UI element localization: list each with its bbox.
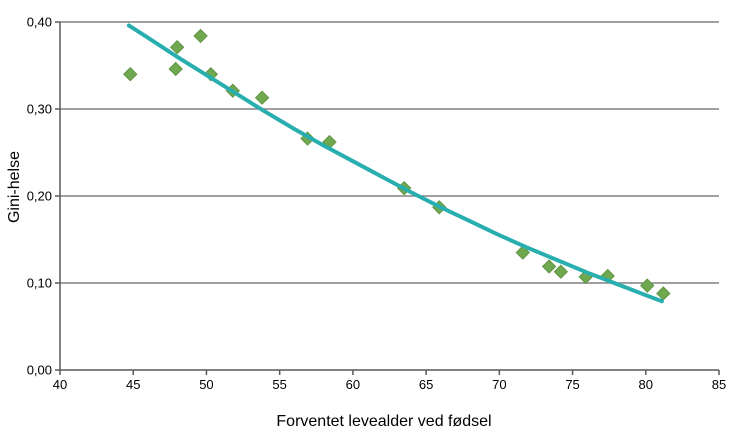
data-point-marker [123,66,138,82]
y-tick-label: 0,00 [27,363,52,378]
y-tick-label: 0,40 [27,15,52,30]
y-axis-title: Gini-helse [6,150,23,224]
data-point-marker [640,278,655,293]
x-tick-label: 60 [346,377,360,392]
y-tick-label: 0,20 [27,189,52,204]
x-tick-label: 55 [272,377,286,392]
x-tick-label: 70 [492,377,506,392]
data-point-marker [193,28,208,44]
y-tick-label: 0,10 [27,276,52,291]
data-point-marker [515,245,530,260]
trend-line [126,23,664,304]
y-tick-label: 0,30 [27,102,52,117]
data-point-marker [169,40,185,55]
data-point-marker [254,90,270,105]
x-axis-title: Forventet levealder ved fødsel [276,413,492,430]
x-tick-label: 65 [419,377,433,392]
x-tick-label: 85 [712,377,726,392]
x-tick-label: 40 [53,377,67,392]
data-point-marker [168,61,183,77]
x-tick-label: 75 [565,377,579,392]
data-point-marker [553,264,569,279]
x-tick-label: 80 [639,377,653,392]
x-tick-label: 50 [199,377,213,392]
data-point-marker [541,259,557,274]
x-tick-label: 45 [126,377,140,392]
